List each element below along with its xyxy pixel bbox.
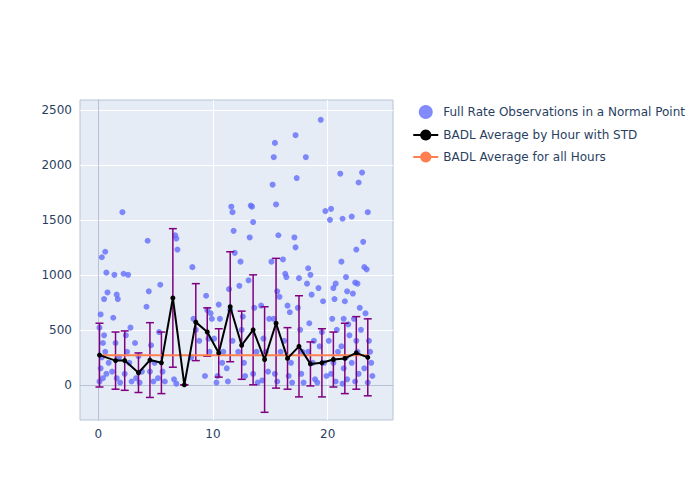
svg-text:0: 0 <box>95 427 103 441</box>
svg-text:10: 10 <box>205 427 220 441</box>
svg-text:1500: 1500 <box>41 213 72 227</box>
svg-text:BADL Average for all Hours: BADL Average for all Hours <box>443 150 606 164</box>
svg-text:2500: 2500 <box>41 103 72 117</box>
svg-text:2000: 2000 <box>41 158 72 172</box>
svg-text:500: 500 <box>49 323 72 337</box>
svg-text:20: 20 <box>320 427 335 441</box>
svg-text:0: 0 <box>64 378 72 392</box>
svg-text:Full Rate Observations in a No: Full Rate Observations in a Normal Point <box>443 105 685 119</box>
svg-text:BADL Average by Hour with STD: BADL Average by Hour with STD <box>443 128 637 142</box>
svg-text:1000: 1000 <box>41 268 72 282</box>
